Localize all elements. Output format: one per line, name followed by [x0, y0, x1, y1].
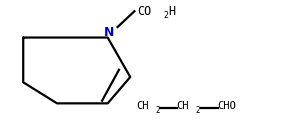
Text: CO: CO — [137, 5, 151, 18]
Text: H: H — [169, 5, 176, 18]
Text: 2: 2 — [164, 11, 168, 20]
Text: CH: CH — [136, 101, 148, 111]
Text: N: N — [104, 26, 114, 39]
Text: CH: CH — [177, 101, 189, 111]
Text: 2: 2 — [155, 106, 160, 115]
Text: CHO: CHO — [218, 101, 236, 111]
Text: 2: 2 — [196, 106, 200, 115]
